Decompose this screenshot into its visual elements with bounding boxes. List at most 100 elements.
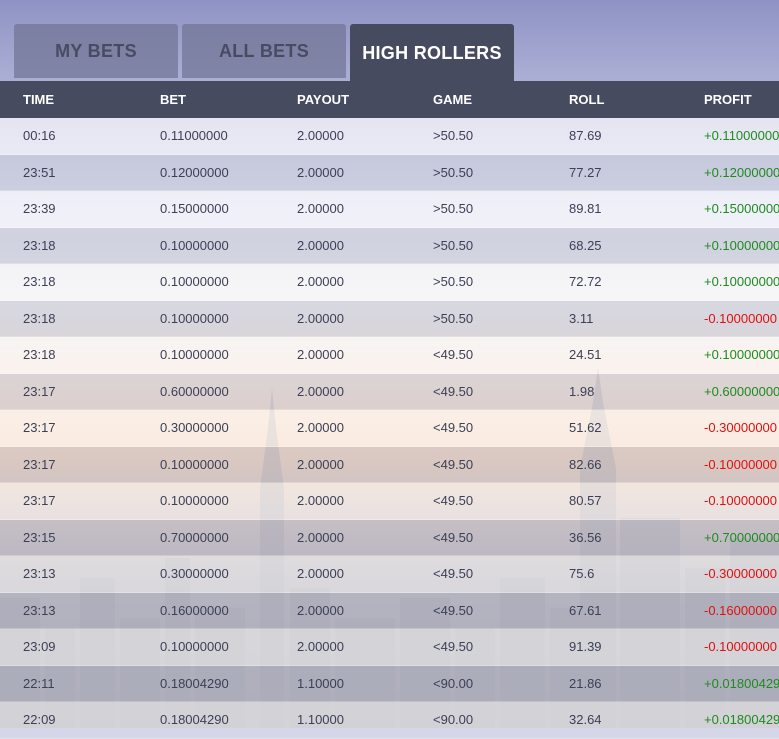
cell-payout: 2.00000	[297, 274, 344, 290]
cell-game: >50.50	[433, 274, 474, 290]
cell-roll: 72.72	[569, 274, 602, 290]
cell-bet: 0.18004290	[160, 675, 229, 691]
cell-profit: +0.12000000	[704, 164, 779, 180]
table-row[interactable]: 23:18 0.10000000 2.00000 >50.50 3.11 -0.10000…	[0, 300, 779, 337]
cell-time: 22:09	[23, 712, 56, 728]
cell-bet: 0.70000000	[160, 529, 229, 545]
tab-high-rollers[interactable]: HIGH ROLLERS	[350, 24, 514, 82]
cell-game: >50.50	[433, 237, 474, 253]
cell-payout: 2.00000	[297, 566, 344, 582]
cell-time: 23:17	[23, 383, 56, 399]
cell-game: <49.50	[433, 493, 474, 509]
cell-bet: 0.11000000	[160, 128, 228, 144]
cell-time: 23:18	[23, 347, 56, 363]
cell-bet: 0.10000000	[160, 347, 229, 363]
cell-profit: -0.16000000	[704, 602, 778, 618]
cell-payout: 2.00000	[297, 383, 344, 399]
column-header-bet[interactable]: BET	[160, 92, 186, 107]
cell-profit: -0.30000000	[704, 420, 778, 436]
cell-game: <49.50	[433, 602, 474, 618]
cell-roll: 51.62	[569, 420, 602, 436]
cell-game: <49.50	[433, 383, 474, 399]
cell-game: >50.50	[433, 201, 474, 217]
column-header-game[interactable]: GAME	[433, 92, 472, 107]
cell-payout: 2.00000	[297, 529, 344, 545]
table-row[interactable]: 22:11 0.18004290 1.10000 <90.00 21.86 +0.0180…	[0, 665, 779, 702]
column-header-profit[interactable]: PROFIT	[704, 92, 752, 107]
table-row[interactable]: 23:17 0.60000000 2.00000 <49.50 1.98 +0.60000…	[0, 373, 779, 410]
cell-roll: 77.27	[569, 164, 602, 180]
table-body: 00:16 0.11000000 2.00000 >50.50 87.69 +0.1100…	[0, 118, 779, 739]
cell-payout: 2.00000	[297, 456, 344, 472]
table-row[interactable]: 23:15 0.70000000 2.00000 <49.50 36.56 +0.7000…	[0, 519, 779, 556]
column-header-roll[interactable]: ROLL	[569, 92, 605, 107]
cell-roll: 21.86	[569, 675, 602, 691]
cell-roll: 68.25	[569, 237, 602, 253]
table-row[interactable]: 23:17 0.10000000 2.00000 <49.50 82.66 -0.1000…	[0, 446, 779, 483]
table-row[interactable]: 23:17 0.30000000 2.00000 <49.50 51.62 -0.3000…	[0, 410, 779, 447]
cell-profit: -0.10000000	[704, 493, 778, 509]
cell-bet: 0.15000000	[160, 201, 229, 217]
cell-profit: +0.70000000	[704, 529, 779, 545]
cell-profit: +0.10000000	[704, 274, 779, 290]
cell-bet: 0.16000000	[160, 602, 229, 618]
table-row[interactable]: 23:18 0.10000000 2.00000 <49.50 24.51 +0.1000…	[0, 337, 779, 374]
table-row[interactable]: 23:13 0.30000000 2.00000 <49.50 75.6 -0.30000…	[0, 556, 779, 593]
cell-payout: 2.00000	[297, 639, 344, 655]
cell-roll: 32.64	[569, 712, 602, 728]
table-row[interactable]: 00:16 0.11000000 2.00000 >50.50 87.69 +0.1100…	[0, 118, 779, 155]
cell-roll: 82.66	[569, 456, 602, 472]
cell-game: <49.50	[433, 639, 474, 655]
cell-payout: 2.00000	[297, 201, 344, 217]
table-row[interactable]: 22:09 0.18004290 1.10000 <90.00 32.64 +0.0180…	[0, 702, 779, 739]
cell-roll: 24.51	[569, 347, 602, 363]
cell-roll: 80.57	[569, 493, 602, 509]
table-row[interactable]: 23:18 0.10000000 2.00000 >50.50 68.25 +0.1000…	[0, 227, 779, 264]
cell-game: <90.00	[433, 712, 474, 728]
cell-game: <90.00	[433, 675, 474, 691]
table-row[interactable]: 23:17 0.10000000 2.00000 <49.50 80.57 -0.1000…	[0, 483, 779, 520]
cell-time: 00:16	[23, 128, 56, 144]
bets-table: TIME BET PAYOUT GAME ROLL PROFIT 00:16 0.…	[0, 81, 779, 739]
cell-payout: 2.00000	[297, 602, 344, 618]
cell-game: >50.50	[433, 310, 474, 326]
cell-bet: 0.10000000	[160, 456, 229, 472]
cell-game: <49.50	[433, 347, 474, 363]
table-row[interactable]: 23:09 0.10000000 2.00000 <49.50 91.39 -0.1000…	[0, 629, 779, 666]
cell-bet: 0.30000000	[160, 566, 229, 582]
tab-my-bets[interactable]: MY BETS	[14, 24, 178, 78]
table-row[interactable]: 23:51 0.12000000 2.00000 >50.50 77.27 +0.1200…	[0, 154, 779, 191]
cell-profit: +0.10000000	[704, 347, 779, 363]
cell-time: 22:11	[23, 675, 55, 691]
cell-time: 23:15	[23, 529, 56, 545]
column-header-payout[interactable]: PAYOUT	[297, 92, 350, 107]
cell-game: >50.50	[433, 128, 474, 144]
cell-time: 23:17	[23, 456, 56, 472]
cell-game: <49.50	[433, 420, 474, 436]
cell-payout: 1.10000	[297, 675, 344, 691]
cell-bet: 0.30000000	[160, 420, 229, 436]
cell-time: 23:13	[23, 602, 56, 618]
bets-tabs: MY BETS ALL BETS HIGH ROLLERS	[14, 24, 514, 82]
cell-bet: 0.10000000	[160, 237, 229, 253]
cell-payout: 2.00000	[297, 164, 344, 180]
cell-roll: 87.69	[569, 128, 602, 144]
column-header-time[interactable]: TIME	[23, 92, 55, 107]
table-row[interactable]: 23:39 0.15000000 2.00000 >50.50 89.81 +0.1500…	[0, 191, 779, 228]
cell-bet: 0.10000000	[160, 274, 229, 290]
cell-payout: 2.00000	[297, 420, 344, 436]
table-row[interactable]: 23:18 0.10000000 2.00000 >50.50 72.72 +0.1000…	[0, 264, 779, 301]
cell-bet: 0.12000000	[160, 164, 229, 180]
tab-all-bets[interactable]: ALL BETS	[182, 24, 346, 78]
cell-roll: 89.81	[569, 201, 602, 217]
table-row[interactable]: 23:13 0.16000000 2.00000 <49.50 67.61 -0.1600…	[0, 592, 779, 629]
cell-bet: 0.10000000	[160, 310, 229, 326]
cell-roll: 67.61	[569, 602, 602, 618]
cell-roll: 36.56	[569, 529, 602, 545]
cell-profit: -0.30000000	[704, 566, 778, 582]
cell-bet: 0.10000000	[160, 493, 229, 509]
cell-time: 23:17	[23, 420, 56, 436]
cell-profit: +0.15000000	[704, 201, 779, 217]
cell-game: <49.50	[433, 456, 474, 472]
cell-payout: 2.00000	[297, 237, 344, 253]
